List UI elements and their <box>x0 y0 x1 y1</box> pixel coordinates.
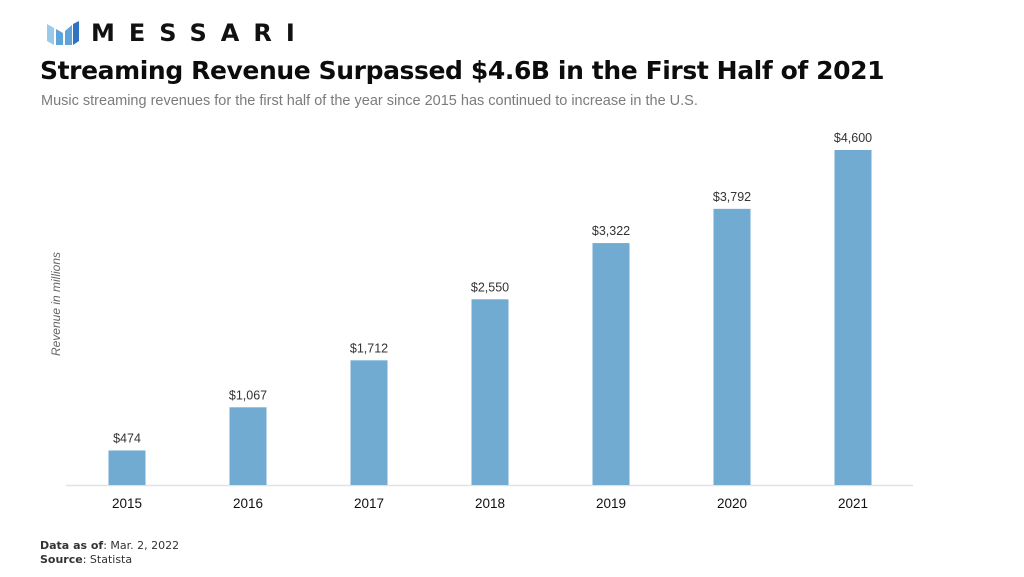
data-as-of-value: : Mar. 2, 2022 <box>103 539 180 552</box>
chart-subtitle: Music streaming revenues for the first h… <box>41 93 698 109</box>
bar-2019 <box>592 243 630 485</box>
bar-2016 <box>229 407 267 485</box>
bar-2021 <box>834 150 872 485</box>
bar-2017 <box>350 360 388 485</box>
bar-2020 <box>713 208 751 485</box>
data-as-of-label: Data as of <box>40 539 104 552</box>
data-label-2017: $1,712 <box>350 341 388 355</box>
x-tick-label-2017: 2017 <box>354 496 384 511</box>
x-tick-label-2021: 2021 <box>838 496 868 511</box>
bar-2018 <box>471 299 509 485</box>
bar-2015 <box>108 450 146 485</box>
x-tick-label-2018: 2018 <box>475 496 505 511</box>
messari-logo-icon <box>47 21 79 45</box>
data-label-2015: $474 <box>113 431 141 445</box>
data-label-2016: $1,067 <box>229 388 267 402</box>
x-tick-label-2016: 2016 <box>233 496 263 511</box>
data-label-2020: $3,792 <box>713 190 751 204</box>
footer: Data as of: Mar. 2, 2022 Source: Statist… <box>40 539 179 567</box>
data-as-of: Data as of: Mar. 2, 2022 <box>40 539 179 553</box>
source-value: : Statista <box>82 553 133 566</box>
source: Source: Statista <box>40 553 179 567</box>
x-tick-label-2015: 2015 <box>112 496 142 511</box>
data-label-2021: $4,600 <box>834 131 872 145</box>
brand-logo: MESSARI <box>47 20 309 46</box>
chart-title: Streaming Revenue Surpassed $4.6B in the… <box>40 56 885 85</box>
x-tick-label-2019: 2019 <box>596 496 626 511</box>
data-label-2018: $2,550 <box>471 280 509 294</box>
y-axis-label: Revenue in millions <box>49 252 63 356</box>
brand-name: MESSARI <box>91 19 309 47</box>
data-label-2019: $3,322 <box>592 224 630 238</box>
source-label: Source <box>40 553 83 566</box>
x-tick-label-2020: 2020 <box>717 496 747 511</box>
